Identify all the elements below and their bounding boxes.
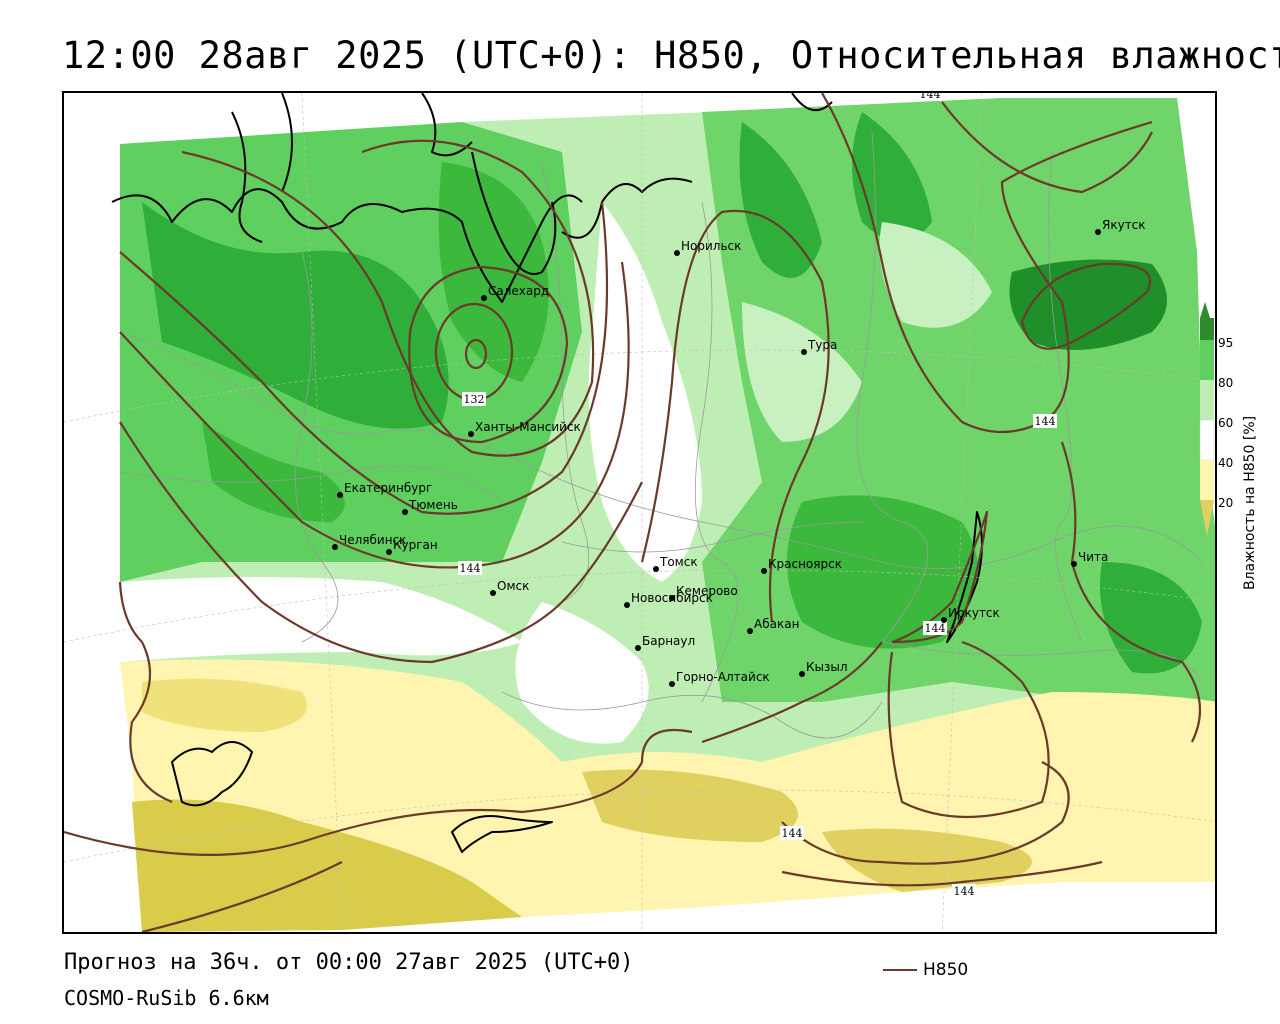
contour-label-6: 144 (918, 93, 942, 101)
city-dot (1095, 229, 1101, 235)
city-dot (799, 671, 805, 677)
city-17: Чита (1071, 550, 1108, 567)
svg-text:144: 144 (920, 93, 941, 101)
colorbar-title: Влажность на H850 [%] (1242, 415, 1258, 590)
svg-text:144: 144 (782, 827, 803, 840)
city-label: Норильск (681, 239, 741, 253)
weather-map: 132 144 144 144 144 144 144 Салехард Норильск Ту… (62, 91, 1217, 934)
city-dot (386, 549, 392, 555)
city-label: Горно-Алтайск (676, 670, 770, 684)
colorbar-bin-95 (1200, 318, 1214, 340)
model-name: COSMO-RuSib 6.6км (64, 986, 269, 1010)
city-dot (674, 250, 680, 256)
city-dot (669, 595, 675, 601)
city-16: Иркутск (941, 606, 1000, 623)
contour-label-1: 144 (458, 561, 482, 575)
city-dot (481, 295, 487, 301)
svg-text:144: 144 (1035, 415, 1056, 428)
isohypse-legend: H850 (883, 960, 968, 980)
svg-text:132: 132 (464, 393, 485, 406)
forecast-info: Прогноз на 36ч. от 00:00 27авг 2025 (UTC… (64, 950, 634, 975)
colorbar-tick-3: 40 (1218, 456, 1233, 470)
colorbar-bin-60 (1200, 380, 1214, 420)
colorbar-bin-80 (1200, 340, 1214, 380)
city-dot (801, 349, 807, 355)
city-dot (941, 617, 947, 623)
colorbar-bin-20 (1200, 460, 1214, 500)
colorbar-tick-1: 80 (1218, 376, 1233, 390)
city-dot (653, 566, 659, 572)
city-dot (490, 590, 496, 596)
city-label: Красноярск (768, 557, 842, 571)
city-label: Ханты-Мансийск (475, 420, 581, 434)
map-canvas: 132 144 144 144 144 144 144 Салехард Норильск Ту… (64, 93, 1215, 932)
city-13: Красноярск (761, 557, 842, 574)
city-dot (747, 628, 753, 634)
city-5: Екатеринбург (337, 481, 432, 498)
city-dot (761, 568, 767, 574)
colorbar-bottom-arrow (1200, 500, 1214, 536)
city-label: Якутск (1102, 218, 1146, 232)
city-label: Курган (393, 538, 438, 552)
city-dot (635, 645, 641, 651)
city-label: Иркутск (948, 606, 1000, 620)
city-2: Тура (801, 338, 837, 355)
city-label: Тюмень (408, 498, 458, 512)
colorbar-tick-0: 95 (1218, 336, 1233, 350)
city-label: Томск (659, 555, 698, 569)
city-15: Абакан (747, 617, 799, 634)
contour-labels: 132 144 144 144 144 144 144 (458, 93, 1057, 898)
svg-text:144: 144 (925, 622, 946, 635)
city-label: Омск (497, 579, 529, 593)
contour-label-0: 132 (462, 392, 486, 406)
city-dot (332, 544, 338, 550)
contour-label-2: 144 (1033, 414, 1057, 428)
svg-text:144: 144 (954, 885, 975, 898)
city-label: Екатеринбург (344, 481, 432, 495)
colorbar-top-arrow (1200, 302, 1210, 318)
colorbar-bin-40 (1199, 419, 1215, 461)
city-label: Кемерово (676, 584, 738, 598)
city-9: Омск (490, 579, 529, 596)
contour-label-3: 144 (923, 621, 947, 635)
city-markers: Салехард Норильск Тура Якутск Ханты-Мансийск… (332, 218, 1146, 687)
city-label: Абакан (754, 617, 799, 631)
city-12: Кемерово (669, 584, 738, 601)
city-label: Чита (1078, 550, 1108, 564)
city-1: Норильск (674, 239, 741, 256)
city-label: Челябинск (339, 533, 406, 547)
city-dot (669, 681, 675, 687)
colorbar-tick-2: 60 (1218, 416, 1233, 430)
city-0: Салехард (481, 284, 549, 301)
colorbar-tick-4: 20 (1218, 496, 1233, 510)
city-10: Томск (653, 555, 698, 572)
humidity-colorbar: 95 80 60 40 20 (1199, 302, 1233, 536)
legend-line-label: H850 (923, 960, 969, 980)
city-dot (337, 492, 343, 498)
city-dot (468, 431, 474, 437)
city-3: Якутск (1095, 218, 1146, 235)
city-dot (1071, 561, 1077, 567)
city-label: Салехард (488, 284, 549, 298)
city-label: Тура (807, 338, 837, 352)
map-title: 12:00 28авг 2025 (UTC+0): H850, Относите… (62, 34, 1280, 77)
city-18: Кызыл (799, 660, 848, 677)
legend-line-swatch (883, 969, 917, 971)
city-19: Горно-Алтайск (669, 670, 770, 687)
city-6: Тюмень (402, 498, 458, 515)
contour-label-5: 144 (952, 884, 976, 898)
city-label: Барнаул (642, 634, 695, 648)
city-7: Челябинск (332, 533, 406, 550)
city-4: Ханты-Мансийск (468, 420, 581, 437)
city-label: Кызыл (806, 660, 848, 674)
city-dot (402, 509, 408, 515)
city-dot (624, 602, 630, 608)
svg-text:144: 144 (460, 562, 481, 575)
city-14: Барнаул (635, 634, 695, 651)
city-8: Курган (386, 538, 438, 555)
contour-label-4: 144 (780, 826, 804, 840)
